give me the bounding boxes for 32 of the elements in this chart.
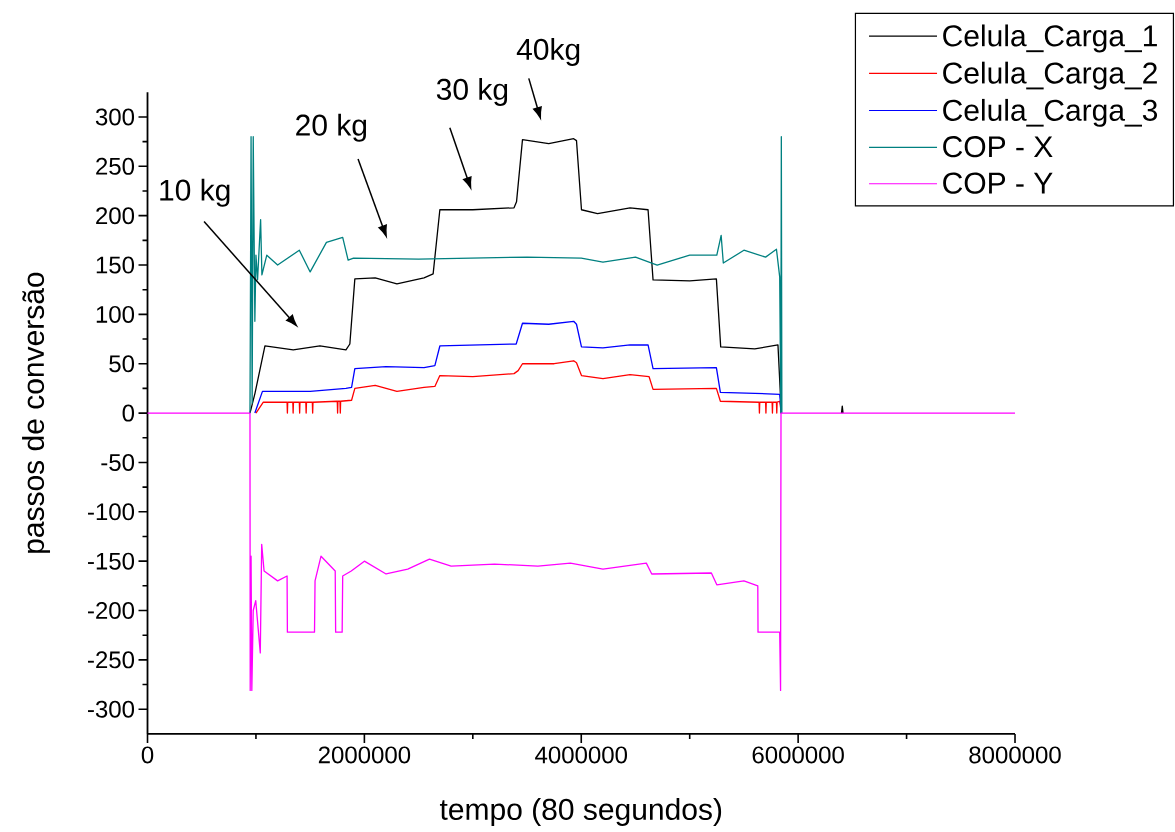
x-tick-label: 0 xyxy=(141,746,154,764)
y-tick-label: 250 xyxy=(96,157,135,175)
line-series xyxy=(254,320,782,414)
y-tick-label: -100 xyxy=(88,503,135,521)
y-tick-label: 300 xyxy=(95,108,135,126)
line-series xyxy=(146,412,1016,692)
y-tick-label: 200 xyxy=(96,207,135,225)
x-tick-label: 6000000 xyxy=(752,746,844,764)
annotation: 20 kg xyxy=(296,113,367,142)
y-tick-label: -50 xyxy=(101,453,135,471)
text: 40kg xyxy=(516,38,580,66)
x-tick-label: 4000000 xyxy=(535,746,628,764)
annotation: 10 kg xyxy=(160,178,230,207)
legend-label: Celula_Carga_1 xyxy=(943,24,1157,53)
y-tick-label: 0 xyxy=(122,404,135,422)
x-tick-label: 8000000 xyxy=(969,746,1061,764)
legend-label: Celula_Carga_3 xyxy=(943,98,1158,127)
y-tick-label: -300 xyxy=(88,700,135,718)
y-tick-label: -150 xyxy=(88,552,135,570)
line-series xyxy=(255,360,782,414)
y-axis-title: passos de conversão xyxy=(22,272,51,553)
annotation: 30 kg xyxy=(436,77,508,106)
legend-label: Celula_Carga_2 xyxy=(943,61,1157,90)
y-tick-label: 50 xyxy=(109,355,135,373)
y-tick-label: -250 xyxy=(88,651,135,669)
x-axis-title: tempo (80 segundos) xyxy=(439,797,722,826)
y-tick-label: 150 xyxy=(96,256,135,274)
y-tick-label: 100 xyxy=(96,305,135,323)
x-tick-label: 2000000 xyxy=(318,746,411,764)
y-tick-label: -200 xyxy=(88,602,135,619)
legend-label: COP - Y xyxy=(943,172,1053,194)
legend-label: COP - X xyxy=(943,136,1053,158)
